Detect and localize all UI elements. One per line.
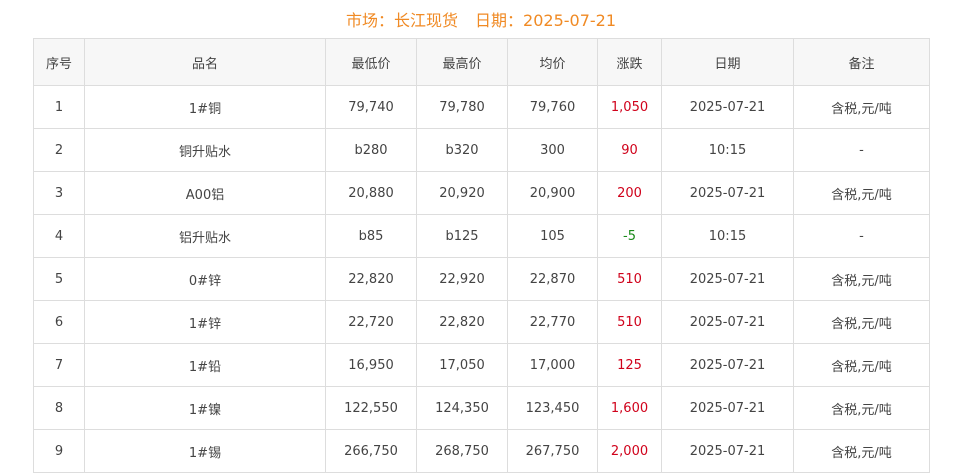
cell-change: 1,050 [597,85,662,129]
cell-avg: 267,750 [507,429,598,473]
table-row: 3 A00铝 20,880 20,920 20,900 200 2025-07-21 含税,元… [33,171,930,215]
cell-date: 2025-07-21 [661,386,794,430]
cell-date: 10:15 [661,128,794,172]
cell-low: 266,750 [325,429,417,473]
cell-no: 3 [33,171,85,215]
cell-date: 2025-07-21 [661,300,794,344]
cell-avg: 22,770 [507,300,598,344]
cell-avg: 17,000 [507,343,598,387]
cell-date: 2025-07-21 [661,429,794,473]
cell-high: b320 [416,128,508,172]
cell-date: 2025-07-21 [661,257,794,301]
cell-high: 268,750 [416,429,508,473]
page-title: 市场：长江现货 日期：2025-07-21 [0,7,962,31]
col-no: 序号 [33,38,85,86]
cell-name: 铝升贴水 [84,214,326,258]
cell-low: 122,550 [325,386,417,430]
cell-name: 0#锌 [84,257,326,301]
col-avg: 均价 [507,38,598,86]
col-low: 最低价 [325,38,417,86]
cell-avg: 20,900 [507,171,598,215]
market-label: 市场：长江现货 [345,11,458,30]
cell-avg: 105 [507,214,598,258]
cell-note: 含税,元/吨 [793,85,930,129]
cell-note: - [793,128,930,172]
cell-high: 124,350 [416,386,508,430]
cell-name: 1#铜 [84,85,326,129]
cell-name: 1#锌 [84,300,326,344]
cell-low: 20,880 [325,171,417,215]
cell-high: 17,050 [416,343,508,387]
cell-name: 1#锡 [84,429,326,473]
cell-no: 5 [33,257,85,301]
cell-no: 8 [33,386,85,430]
price-table: 序号 品名 最低价 最高价 均价 涨跌 日期 备注 1 1#铜 79,740 79,7… [33,38,930,473]
cell-high: 22,820 [416,300,508,344]
cell-date: 2025-07-21 [661,343,794,387]
cell-low: 79,740 [325,85,417,129]
cell-low: b280 [325,128,417,172]
cell-change: 90 [597,128,662,172]
cell-note: 含税,元/吨 [793,429,930,473]
cell-high: b125 [416,214,508,258]
col-note: 备注 [793,38,930,86]
cell-high: 20,920 [416,171,508,215]
cell-date: 2025-07-21 [661,171,794,215]
table-row: 2 铜升贴水 b280 b320 300 90 10:15- [33,128,930,172]
cell-high: 79,780 [416,85,508,129]
table-row: 7 1#铅 16,950 17,050 17,000 125 2025-07-21 含税,元/… [33,343,930,387]
table-row: 8 1#镍 122,550 124,350 123,450 1,600 2025-07-21… [33,386,930,430]
cell-no: 1 [33,85,85,129]
cell-change: 1,600 [597,386,662,430]
cell-change: 2,000 [597,429,662,473]
date-label: 日期：2025-07-21 [475,11,617,30]
cell-change: 510 [597,300,662,344]
table-row: 4 铝升贴水 b85 b125 105 -5 10:15- [33,214,930,258]
col-date: 日期 [661,38,794,86]
cell-low: 22,820 [325,257,417,301]
cell-note: 含税,元/吨 [793,171,930,215]
cell-name: 铜升贴水 [84,128,326,172]
cell-no: 4 [33,214,85,258]
cell-change: -5 [597,214,662,258]
cell-no: 7 [33,343,85,387]
cell-name: A00铝 [84,171,326,215]
cell-low: 22,720 [325,300,417,344]
cell-avg: 300 [507,128,598,172]
cell-high: 22,920 [416,257,508,301]
table-row: 1 1#铜 79,740 79,780 79,760 1,050 2025-07-21 含税,… [33,85,930,129]
table-header: 序号 品名 最低价 最高价 均价 涨跌 日期 备注 [33,38,930,86]
cell-change: 125 [597,343,662,387]
cell-note: 含税,元/吨 [793,300,930,344]
cell-avg: 123,450 [507,386,598,430]
table-row: 6 1#锌 22,720 22,820 22,770 510 2025-07-21 含税,元/… [33,300,930,344]
cell-no: 6 [33,300,85,344]
cell-low: b85 [325,214,417,258]
col-name: 品名 [84,38,326,86]
col-change: 涨跌 [597,38,662,86]
cell-low: 16,950 [325,343,417,387]
cell-avg: 22,870 [507,257,598,301]
cell-no: 2 [33,128,85,172]
cell-change: 200 [597,171,662,215]
table-row: 9 1#锡 266,750 268,750 267,750 2,000 2025-07-21… [33,429,930,473]
cell-date: 2025-07-21 [661,85,794,129]
cell-name: 1#铅 [84,343,326,387]
cell-date: 10:15 [661,214,794,258]
cell-change: 510 [597,257,662,301]
cell-avg: 79,760 [507,85,598,129]
cell-name: 1#镍 [84,386,326,430]
cell-note: 含税,元/吨 [793,343,930,387]
table-row: 5 0#锌 22,820 22,920 22,870 510 2025-07-21 含税,元/… [33,257,930,301]
cell-note: - [793,214,930,258]
cell-note: 含税,元/吨 [793,257,930,301]
col-high: 最高价 [416,38,508,86]
cell-note: 含税,元/吨 [793,386,930,430]
cell-no: 9 [33,429,85,473]
